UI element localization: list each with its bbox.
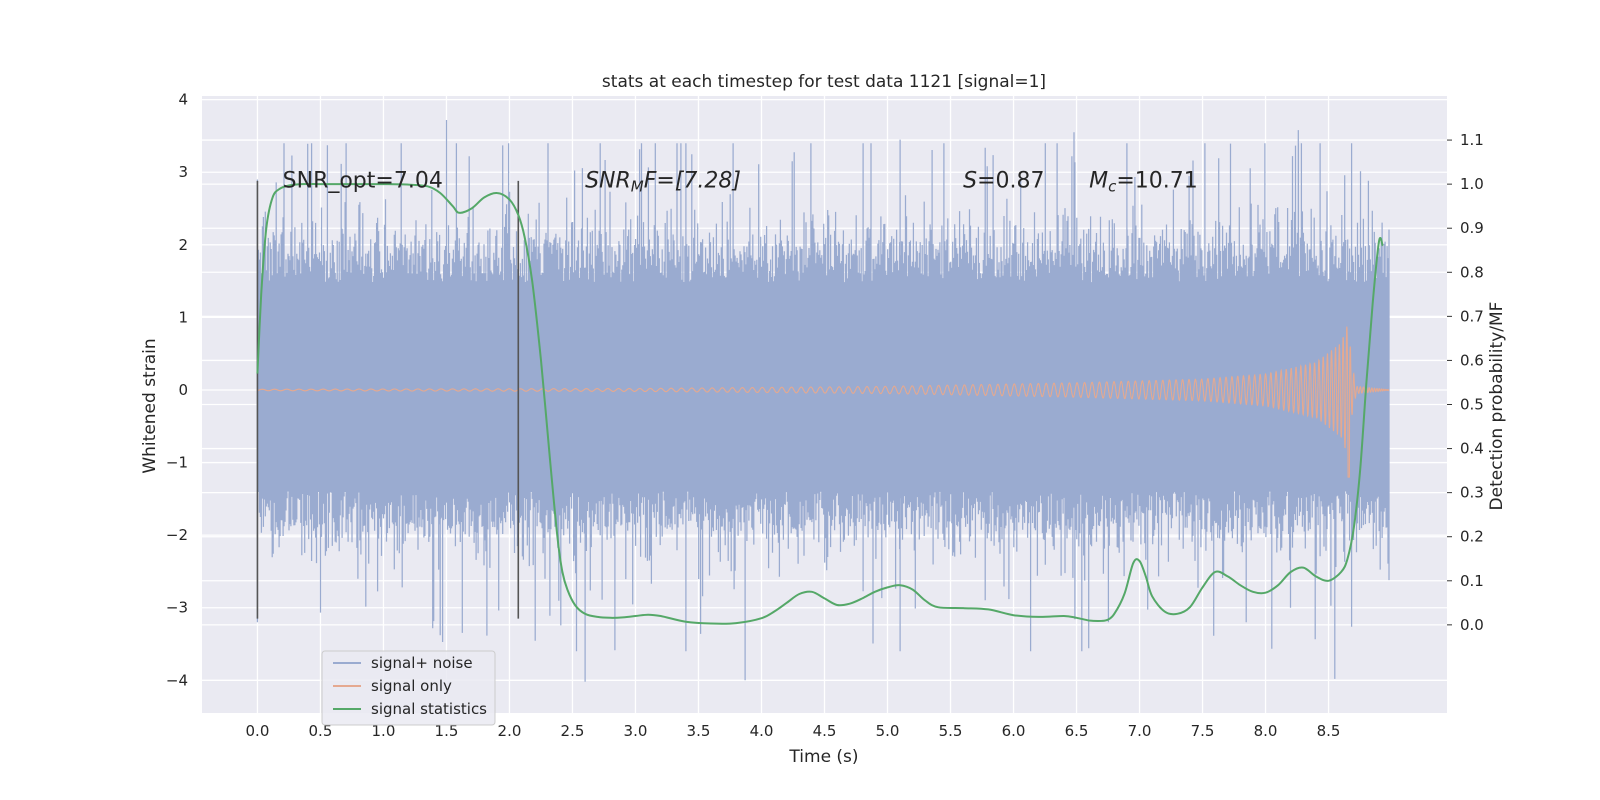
x-axis-ticks: 0.0 0.5 1.0 1.5 2.0 2.5 3.0 3.5 4.0 4.5 5.0 5.5 6.0 6… — [246, 722, 1341, 740]
y-axis-label: Whitened strain — [140, 338, 160, 473]
y-tick-label: −1 — [166, 454, 188, 472]
y-right-tick-label: 0.0 — [1460, 616, 1484, 634]
legend-box — [321, 650, 496, 726]
y-right-tick-label: 0.5 — [1460, 396, 1484, 414]
y-right-tick-label: 1.1 — [1460, 131, 1484, 149]
x-tick-label: 6.5 — [1065, 722, 1089, 740]
signal-only-series — [257, 326, 1390, 478]
x-tick-label: 5.5 — [939, 722, 963, 740]
chart-title: stats at each timestep for test data 112… — [602, 72, 1046, 92]
s-stat-annotation: S=0.87 — [963, 168, 1044, 193]
y-right-tick-label: 0.1 — [1460, 572, 1484, 590]
vertical-markers — [256, 180, 520, 619]
mc-sub: c — [1108, 177, 1117, 195]
y-right-tick-label: 0.2 — [1460, 528, 1484, 546]
y-right-tick-label: 0.7 — [1460, 307, 1484, 325]
signal-only-line — [257, 326, 1390, 478]
mc-annotation: Mc=10.71 — [1089, 168, 1198, 195]
x-tick-label: 7.0 — [1128, 722, 1152, 740]
x-tick-label: 3.0 — [624, 722, 648, 740]
y-tick-label: 2 — [178, 236, 188, 254]
y-right-tick-label: 1.0 — [1460, 175, 1484, 193]
x-tick-label: 7.5 — [1191, 722, 1215, 740]
x-tick-label: 0.0 — [246, 722, 270, 740]
y-tick-label: 3 — [178, 163, 188, 181]
signal-statistics-series — [256, 183, 1384, 625]
x-tick-label: 6.0 — [1002, 722, 1026, 740]
y-tick-label: −2 — [166, 526, 188, 544]
y-axis-ticks: −4 −3 −2 −1 0 1 2 3 4 — [166, 91, 188, 690]
x-tick-label: 4.0 — [750, 722, 774, 740]
x-tick-label: 4.5 — [813, 722, 837, 740]
y-tick-label: −4 — [166, 671, 188, 689]
x-tick-label: 2.5 — [561, 722, 585, 740]
x-tick-label: 8.5 — [1317, 722, 1341, 740]
legend-label-signal-noise: signal+ noise — [371, 654, 473, 672]
s-stat-main: S — [963, 168, 977, 193]
y-right-tick-label: 0.9 — [1460, 219, 1484, 237]
mc-tail: =10.71 — [1116, 168, 1197, 193]
y-tick-label: 0 — [178, 381, 188, 399]
signal-statistics-line — [256, 183, 1384, 625]
y-axis-right-label: Detection probability/MF — [1487, 302, 1507, 511]
legend: signal+ noise signal only signal statist… — [321, 650, 496, 726]
snr-opt-annotation: SNR_opt=7.04 — [283, 168, 443, 193]
legend-label-signal-only: signal only — [371, 677, 452, 695]
x-tick-label: 1.5 — [435, 722, 459, 740]
y-tick-label: 1 — [178, 308, 188, 326]
snr-mf-main: SNR — [585, 168, 631, 193]
x-tick-label: 5.0 — [876, 722, 900, 740]
x-tick-label: 3.5 — [687, 722, 711, 740]
y-right-tick-label: 0.6 — [1460, 351, 1484, 369]
x-tick-label: 2.0 — [498, 722, 522, 740]
snr-mf-sub: M — [631, 177, 644, 195]
y-tick-label: −3 — [166, 599, 188, 617]
s-stat-tail: =0.87 — [977, 168, 1044, 193]
snr-mf-tail: F=[7.28] — [644, 168, 741, 193]
snr-mf-annotation: SNRMF=[7.28] — [585, 168, 741, 195]
legend-label-signal-statistics: signal statistics — [371, 700, 487, 718]
y-right-tick-label: 0.8 — [1460, 263, 1484, 281]
x-tick-label: 8.0 — [1254, 722, 1278, 740]
x-tick-label: 1.0 — [372, 722, 396, 740]
annotations: SNR_opt=7.04 SNRMF=[7.28] S=0.87 Mc=10.7… — [283, 168, 1198, 195]
y-right-tick-label: 0.3 — [1460, 484, 1484, 502]
y-tick-label: 4 — [178, 91, 188, 109]
y-right-tick-label: 0.4 — [1460, 440, 1484, 458]
x-axis-label: Time (s) — [788, 747, 858, 767]
x-tick-label: 0.5 — [309, 722, 333, 740]
y-axis-right-ticks: 0.0 0.1 0.2 0.3 0.4 0.5 0.6 0.7 0.8 0.9 1.0 1.1 — [1447, 131, 1484, 634]
mc-main: M — [1089, 168, 1108, 193]
